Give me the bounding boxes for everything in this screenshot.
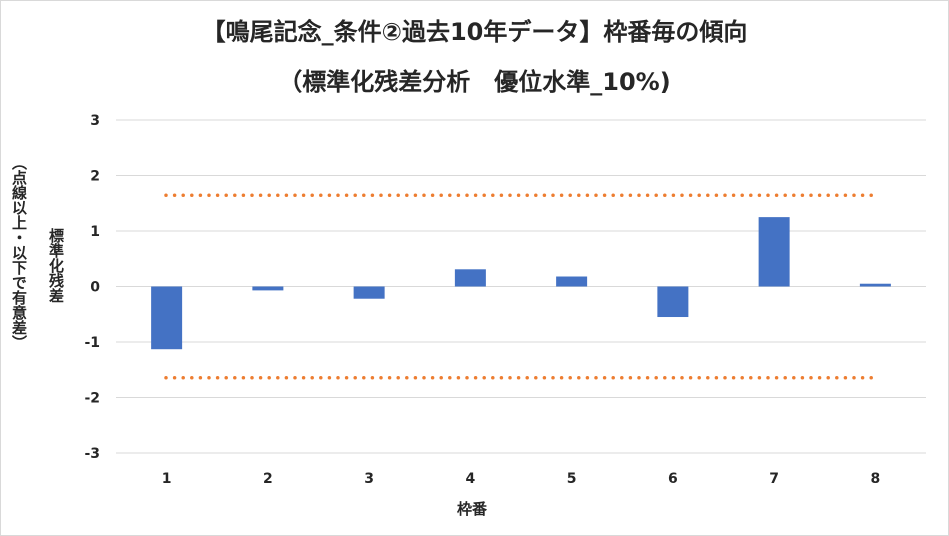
- x-tick-label: 3: [364, 471, 374, 487]
- chart-title: 【鳴尾記念_条件②過去10年データ】枠番毎の傾向: [201, 18, 748, 46]
- x-tick-label: 7: [769, 471, 779, 487]
- x-tick-label: 8: [871, 471, 881, 487]
- y-tick-label: -2: [84, 391, 100, 407]
- y-axis-subtitle: （点線以上・以下で有意差）: [10, 155, 28, 350]
- bar-2: [252, 286, 284, 291]
- y-tick-label: 1: [90, 224, 100, 240]
- y-tick-labels: 3 2 1 0 -1 -2 -3: [84, 113, 100, 462]
- bar-5: [556, 276, 588, 287]
- bar-6: [657, 286, 689, 318]
- threshold-lines: [164, 193, 878, 380]
- bar-3: [353, 286, 385, 299]
- x-tick-label: 1: [162, 471, 172, 487]
- x-tick-label: 5: [567, 471, 577, 487]
- bar-8: [859, 283, 891, 287]
- y-tick-label: 3: [90, 113, 100, 129]
- y-tick-label: -3: [84, 446, 100, 462]
- y-axis-title: 標準化残差: [47, 228, 65, 303]
- chart-subtitle: （標準化残差分析 優位水準_10%): [278, 68, 671, 96]
- x-axis-title: 枠番: [457, 500, 488, 518]
- x-tick-label: 4: [466, 471, 476, 487]
- x-tick-labels: 1 2 3 4 5 6 7 8: [162, 471, 881, 487]
- y-tick-label: -1: [84, 335, 100, 351]
- bar-1: [151, 286, 183, 350]
- bars: [151, 217, 891, 350]
- bar-4: [454, 269, 486, 287]
- x-tick-label: 2: [263, 471, 273, 487]
- bar-7: [758, 217, 790, 287]
- y-tick-label: 2: [90, 169, 100, 185]
- y-tick-label: 0: [90, 280, 100, 296]
- gridlines: [116, 119, 926, 454]
- x-tick-label: 6: [668, 471, 678, 487]
